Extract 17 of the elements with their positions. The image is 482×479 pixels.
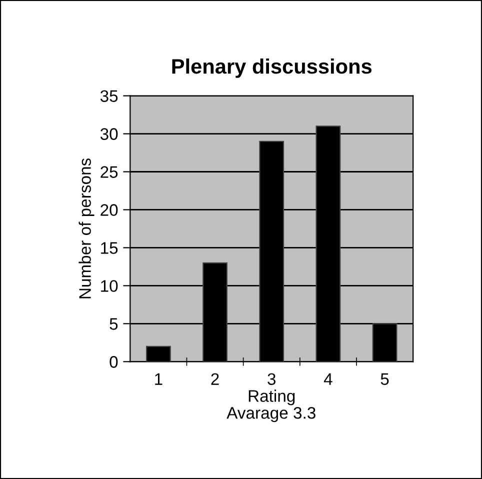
x-tick-label: 1 <box>155 373 162 385</box>
x-axis-title: Rating <box>248 390 295 406</box>
y-axis-title: Number of persons <box>78 158 94 298</box>
y-tick-label: 0 <box>110 356 118 368</box>
y-tick-label: 20 <box>100 204 118 216</box>
x-tick-label: 4 <box>324 373 332 385</box>
y-tick-label: 30 <box>100 128 118 140</box>
chart-title: Plenary discussions <box>172 58 372 78</box>
x-tick-label: 3 <box>268 373 276 385</box>
text: Avarage 3.3 <box>226 407 316 422</box>
y-tick-label: 5 <box>110 318 118 330</box>
y-tick-label: 35 <box>100 90 118 102</box>
x-tick-label: 5 <box>380 373 389 385</box>
y-tick-label: 10 <box>101 280 118 292</box>
x-tick-label: 2 <box>211 373 219 385</box>
y-tick-label: 25 <box>100 166 118 178</box>
y-tick-label: 15 <box>101 242 118 254</box>
